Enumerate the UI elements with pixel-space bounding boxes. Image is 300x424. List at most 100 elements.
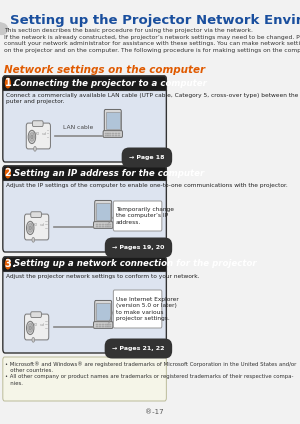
Circle shape [29, 226, 31, 230]
Text: • Microsoft® and Windows® are registered trademarks of Microsoft Corporation in : • Microsoft® and Windows® are registered… [5, 361, 296, 386]
FancyBboxPatch shape [94, 222, 113, 229]
Circle shape [32, 237, 34, 242]
Text: This section describes the basic procedure for using the projector via the netwo: This section describes the basic procedu… [4, 28, 300, 53]
Bar [102, 226, 104, 227]
FancyBboxPatch shape [3, 166, 166, 252]
Bar [95, 223, 98, 225]
Bar [105, 223, 108, 225]
Bar [108, 324, 111, 325]
Bar [115, 135, 117, 136]
Bar [102, 324, 104, 325]
Circle shape [32, 338, 34, 342]
FancyBboxPatch shape [25, 214, 49, 240]
Text: .: . [12, 259, 16, 269]
Text: EIKI   sd: EIKI sd [33, 132, 46, 136]
Bar [3, 83, 166, 90]
Bar [95, 326, 98, 327]
Bar [105, 326, 108, 327]
Bar [95, 324, 98, 325]
Bar [95, 226, 98, 227]
Bar [96, 203, 110, 220]
Text: Connecting the projector to a computer: Connecting the projector to a computer [14, 78, 206, 87]
FancyBboxPatch shape [3, 76, 166, 162]
Text: → Pages 21, 22: → Pages 21, 22 [112, 346, 165, 351]
Circle shape [26, 321, 34, 335]
Bar [106, 112, 120, 129]
Bar [108, 223, 111, 225]
Text: Adjust the IP settings of the computer to enable one-to-one communications with : Adjust the IP settings of the computer t… [6, 183, 287, 188]
Circle shape [5, 78, 11, 89]
Bar [118, 133, 120, 134]
Circle shape [29, 326, 31, 330]
FancyBboxPatch shape [26, 123, 50, 149]
Bar [3, 264, 166, 271]
Text: → Pages 19, 20: → Pages 19, 20 [112, 245, 165, 250]
FancyBboxPatch shape [3, 357, 166, 401]
Circle shape [5, 167, 11, 179]
Bar [99, 223, 101, 225]
Bar [118, 135, 120, 136]
Text: .: . [12, 168, 16, 178]
Circle shape [31, 135, 33, 139]
FancyBboxPatch shape [95, 301, 112, 323]
FancyBboxPatch shape [3, 76, 166, 90]
Text: LAN cable: LAN cable [63, 125, 94, 130]
Bar [108, 226, 111, 227]
Text: EIKI   sd: EIKI sd [31, 323, 44, 327]
Text: Adjust the projector network settings to conform to your network.: Adjust the projector network settings to… [6, 274, 199, 279]
FancyBboxPatch shape [94, 322, 113, 328]
Bar [115, 133, 117, 134]
Text: .: . [12, 78, 16, 88]
Text: 2: 2 [4, 168, 11, 178]
Circle shape [28, 224, 33, 232]
Circle shape [26, 221, 34, 234]
Bar [99, 226, 101, 227]
Bar [105, 135, 107, 136]
Bar [105, 226, 108, 227]
FancyBboxPatch shape [31, 212, 41, 218]
Text: 1: 1 [4, 78, 11, 88]
FancyBboxPatch shape [113, 290, 162, 328]
Bar [108, 135, 111, 136]
Bar [105, 324, 108, 325]
Text: 3: 3 [4, 259, 11, 269]
FancyBboxPatch shape [3, 257, 166, 271]
Text: EIKI   sd: EIKI sd [31, 223, 44, 227]
Bar [112, 133, 114, 134]
FancyBboxPatch shape [95, 201, 112, 223]
Text: ®-17: ®-17 [145, 409, 164, 415]
Circle shape [34, 146, 36, 151]
Text: → Page 18: → Page 18 [129, 155, 165, 160]
FancyBboxPatch shape [103, 131, 122, 137]
Bar [102, 326, 104, 327]
FancyBboxPatch shape [25, 314, 49, 340]
Bar [108, 326, 111, 327]
Circle shape [5, 259, 11, 270]
Bar [102, 223, 104, 225]
Text: Connect a commercially available LAN cable (UTP cable, Category 5, cross-over ty: Connect a commercially available LAN cab… [6, 93, 300, 104]
Bar [99, 326, 101, 327]
Bar [100, 322, 106, 325]
Bar [3, 173, 166, 180]
FancyBboxPatch shape [113, 201, 162, 231]
Bar [108, 133, 111, 134]
Circle shape [29, 133, 34, 141]
Bar [99, 324, 101, 325]
FancyBboxPatch shape [3, 257, 166, 353]
Text: Use Internet Explorer
(version 5.0 or later)
to make various
projector settings.: Use Internet Explorer (version 5.0 or la… [116, 297, 178, 321]
FancyBboxPatch shape [31, 312, 41, 318]
Bar [112, 135, 114, 136]
Text: Setting up the Projector Network Environment: Setting up the Projector Network Environ… [10, 14, 300, 27]
Bar [96, 303, 110, 320]
Bar [100, 222, 106, 225]
Text: Setting up a network connection for the projector: Setting up a network connection for the … [14, 259, 256, 268]
FancyBboxPatch shape [3, 166, 166, 180]
FancyBboxPatch shape [104, 109, 121, 132]
Bar [105, 133, 107, 134]
Bar [110, 131, 116, 134]
Text: Network settings on the computer: Network settings on the computer [4, 65, 205, 75]
Circle shape [28, 324, 33, 332]
Text: Temporarily change
the computer’s IP
address.: Temporarily change the computer’s IP add… [116, 207, 174, 225]
Circle shape [28, 130, 36, 144]
Text: Setting an IP address for the computer: Setting an IP address for the computer [14, 168, 204, 178]
